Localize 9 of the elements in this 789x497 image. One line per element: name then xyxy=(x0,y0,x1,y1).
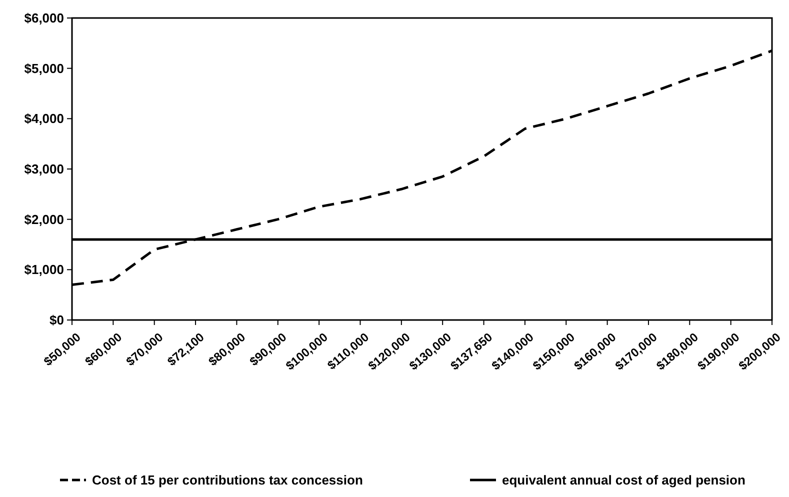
y-tick-label: $4,000 xyxy=(24,111,64,126)
legend-label: equivalent annual cost of aged pension xyxy=(502,472,746,488)
legend-label: Cost of 15 per contributions tax concession xyxy=(92,472,363,488)
y-tick-label: $5,000 xyxy=(24,60,64,76)
y-tick-label: $6,000 xyxy=(24,10,64,26)
y-tick-label: $1,000 xyxy=(24,262,64,278)
y-tick-label: $2,000 xyxy=(24,212,64,227)
y-tick-label: $0 xyxy=(50,312,64,328)
y-tick-label: $3,000 xyxy=(24,162,64,177)
